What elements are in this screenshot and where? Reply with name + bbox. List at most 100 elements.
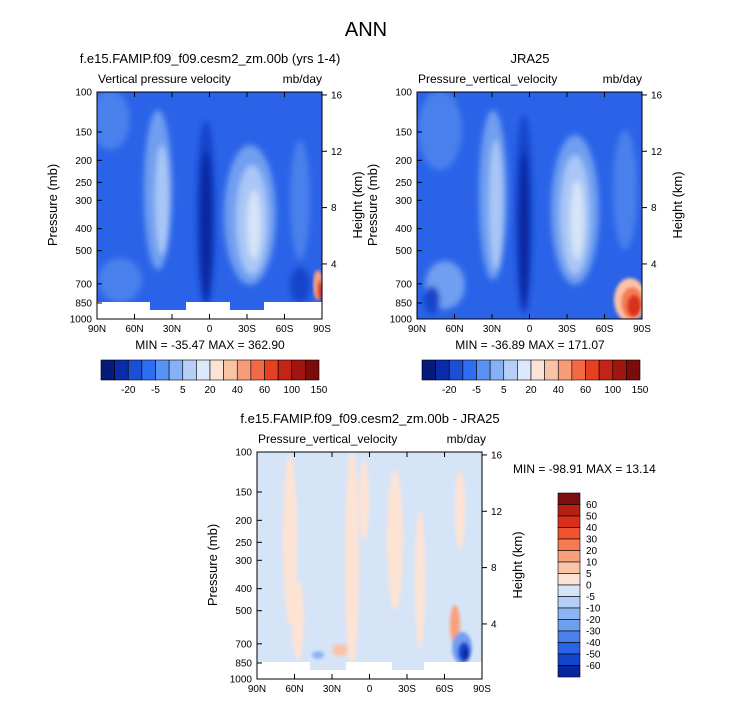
y2-tick-label: 12: [651, 147, 663, 158]
y2-tick-label: 16: [491, 450, 503, 461]
y-tick-label: 1000: [70, 315, 93, 326]
colorbar-swatch: [517, 359, 532, 381]
colorbar-label: 100: [604, 385, 621, 396]
panel-1-mask-right: [264, 302, 322, 319]
y-tick-label: 850: [235, 658, 252, 669]
panel-2-y2label: Height (km): [670, 171, 685, 238]
panel-2-ylabel: Pressure (mb): [365, 164, 380, 246]
y-tick-label: 500: [75, 246, 92, 257]
colorbar-label: 40: [232, 385, 244, 396]
y-tick-label: 500: [395, 246, 412, 257]
colorbar-label: 10: [586, 558, 598, 569]
panel-3-stats: MIN = -98.91 MAX = 13.14: [513, 462, 656, 476]
panel-3-left-label: Pressure_vertical_velocity: [258, 432, 397, 446]
y-tick-label: 700: [75, 279, 92, 290]
colorbar-label: 20: [586, 546, 598, 557]
x-tick-label: 0: [367, 684, 373, 695]
colorbar-label: 50: [586, 512, 598, 523]
y-tick-label: 250: [395, 178, 412, 189]
colorbar-label: 150: [632, 385, 649, 396]
colorbar-swatch: [435, 359, 450, 381]
panel-1-ticks: 90N 60N 30N 0 30S 60S 90S 100 150 200 250 300 400 500…: [70, 88, 343, 336]
x-tick-label: 60S: [276, 324, 294, 335]
colorbar-panel-1: -20 -5 5 20 40 60 100 150: [100, 359, 328, 396]
y-tick-label: 700: [235, 639, 252, 650]
y-tick-label: 300: [75, 196, 92, 207]
y2-tick-label: 16: [331, 90, 343, 101]
y-tick-label: 200: [75, 156, 92, 167]
x-tick-label: 90N: [408, 324, 426, 335]
x-tick-label: 60N: [125, 324, 143, 335]
colorbar-swatch: [544, 359, 559, 381]
x-tick-label: 60S: [436, 684, 454, 695]
colorbar-label: -40: [586, 638, 601, 649]
x-tick-label: 60S: [596, 324, 614, 335]
panel-1-title: f.e15.FAMIP.f09_f09.cesm2_zm.00b (yrs 1-…: [80, 51, 341, 66]
colorbar-label: -20: [586, 615, 601, 626]
panel-2-right-label: mb/day: [603, 72, 642, 86]
colorbar-swatch: [264, 359, 279, 381]
x-tick-label: 30N: [483, 324, 501, 335]
colorbar-swatch: [489, 359, 505, 381]
y-tick-label: 400: [235, 584, 252, 595]
x-tick-label: 30S: [398, 684, 416, 695]
x-tick-label: 30S: [238, 324, 256, 335]
y2-tick-label: 4: [331, 259, 337, 270]
y-tick-label: 150: [395, 127, 412, 138]
y-tick-label: 400: [395, 224, 412, 235]
colorbar-swatch: [557, 665, 581, 678]
colorbar-swatch: [557, 642, 581, 655]
y2-tick-label: 12: [331, 147, 343, 158]
colorbar-label: -20: [442, 385, 457, 396]
panel-3-title: f.e15.FAMIP.f09_f09.cesm2_zm.00b - JRA25: [240, 411, 499, 426]
panel-2-left-label: Pressure_vertical_velocity: [418, 72, 557, 86]
panel-3-y2label: Height (km): [510, 531, 525, 598]
colorbar-swatch: [557, 359, 573, 381]
colorbar-swatch: [598, 359, 614, 381]
colorbar-swatch: [557, 515, 581, 528]
colorbar-swatch: [557, 584, 581, 597]
x-tick-label: 90S: [313, 324, 331, 335]
panel-obs: JRA25 Pressure_vertical_velocity mb/day: [365, 51, 685, 352]
colorbar-swatch: [476, 359, 491, 381]
colorbar-label: -5: [586, 592, 595, 603]
y-tick-label: 250: [235, 538, 252, 549]
y-tick-label: 850: [75, 298, 92, 309]
colorbar-swatch: [557, 538, 581, 551]
colorbar-swatch: [250, 359, 265, 381]
y-tick-label: 100: [395, 88, 412, 99]
panel-3-contour-field: [257, 452, 482, 679]
y2-tick-label: 4: [491, 619, 497, 630]
colorbar-label: 40: [586, 523, 598, 534]
y-tick-label: 850: [395, 298, 412, 309]
y-tick-label: 150: [75, 127, 92, 138]
y2-tick-label: 8: [491, 563, 497, 574]
colorbar-swatch: [612, 359, 627, 381]
colorbar-swatch: [114, 359, 129, 381]
panel-1-mask-mid: [186, 302, 230, 319]
panel-3-ylabel: Pressure (mb): [205, 524, 220, 606]
panel-2-title: JRA25: [510, 51, 549, 66]
panel-3-mask-left: [257, 662, 310, 679]
x-tick-label: 90N: [248, 684, 266, 695]
colorbar-label: 60: [259, 385, 271, 396]
colorbar-swatch: [305, 359, 320, 381]
x-tick-label: 30N: [323, 684, 341, 695]
colorbar-swatch: [571, 359, 586, 381]
colorbar-swatch: [223, 359, 238, 381]
panel-2-stats: MIN = -36.89 MAX = 171.07: [455, 338, 605, 352]
x-tick-label: 90N: [88, 324, 106, 335]
colorbar-swatch: [557, 561, 581, 574]
y-tick-label: 1000: [390, 315, 413, 326]
panel-2-contour-field: [417, 92, 642, 319]
colorbar-label: 60: [586, 500, 598, 511]
x-tick-label: 90S: [473, 684, 491, 695]
colorbar-swatch: [557, 527, 581, 540]
colorbar-swatch: [557, 504, 581, 517]
colorbar-label: 0: [586, 581, 592, 592]
panel-2-ticks: 90N 60N 30N 0 30S 60S 90S 100 150 200 250 300 400 500…: [390, 88, 663, 336]
y-tick-label: 250: [75, 178, 92, 189]
y-tick-label: 500: [235, 606, 252, 617]
colorbar-swatch: [557, 550, 581, 563]
colorbar-label: 30: [586, 535, 598, 546]
